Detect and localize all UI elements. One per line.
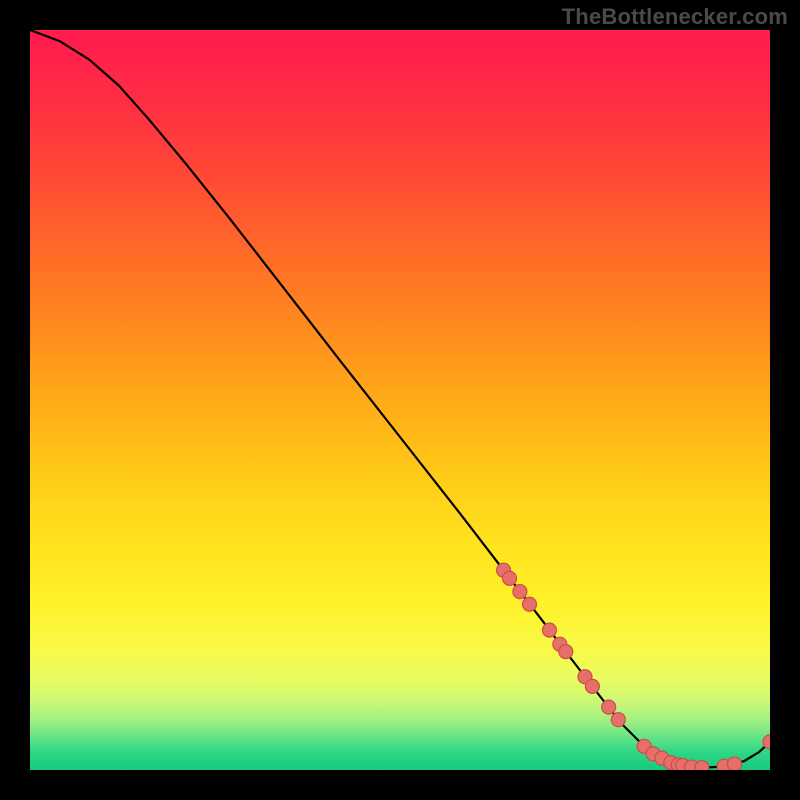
data-marker [542,623,556,637]
data-marker [503,571,517,585]
chart-background [30,30,770,770]
data-marker [727,757,741,770]
chart-plot-area [30,30,770,770]
chart-svg [30,30,770,770]
data-marker [602,700,616,714]
data-marker [513,585,527,599]
data-marker [611,713,625,727]
data-marker [523,597,537,611]
watermark-text: TheBottlenecker.com [562,4,788,30]
data-marker [559,645,573,659]
data-marker [695,761,709,770]
data-marker [585,679,599,693]
